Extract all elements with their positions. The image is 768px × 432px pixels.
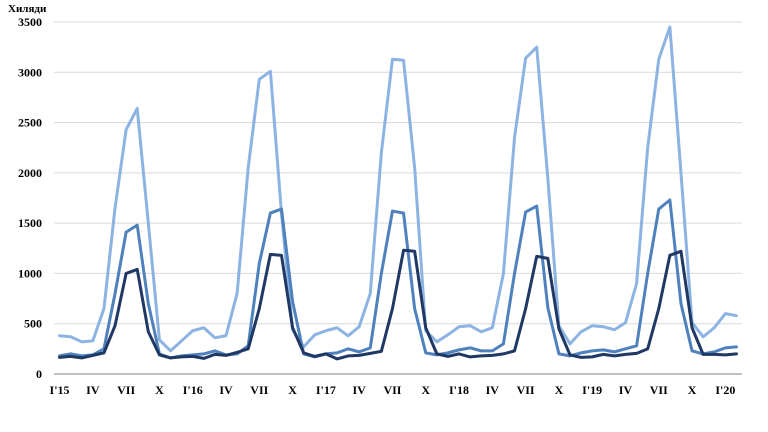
x-tick-label: IV [352,383,366,397]
x-tick-label: IV [86,383,100,397]
x-tick-label: I'16 [183,383,203,397]
x-tick-label: X [688,383,697,397]
x-axis-tick-labels: I'15 IV VII X I'16 IV VII X I'17 IV VII X I'18 IV VII X… [50,383,736,397]
y-tick-label: 1500 [18,216,42,230]
x-tick-label: VII [117,383,135,397]
y-axis-tick-labels: 0 500 1000 1500 2000 2500 3000 3500 [18,15,42,381]
x-tick-label: VII [650,383,668,397]
x-tick-label: VII [517,383,535,397]
series-line-1 [58,25,738,353]
x-tick-label: IV [219,383,233,397]
y-tick-label: 3500 [18,15,42,29]
x-tick-label: I'17 [316,383,336,397]
x-tick-label: X [288,383,297,397]
y-tick-label: 500 [24,317,42,331]
x-tick-label: IV [486,383,500,397]
x-tick-label: X [421,383,430,397]
y-axis-unit-label: Хиляди [8,3,47,15]
y-tick-label: 0 [36,367,42,381]
y-tick-label: 1000 [18,266,42,280]
y-tick-label: 3000 [18,65,42,79]
y-gridlines [54,21,742,325]
y-tick-label: 2000 [18,166,42,180]
x-tick-label: X [155,383,164,397]
series-lines [58,25,738,361]
x-tick-label: VII [383,383,401,397]
x-tick-label: X [555,383,564,397]
x-tick-label: I'19 [582,383,602,397]
series-line-3 [58,248,738,361]
x-tick-label: I'20 [715,383,735,397]
x-tick-label: I'18 [449,383,469,397]
y-tick-label: 2500 [18,116,42,130]
x-tick-label: IV [619,383,633,397]
x-tick-label: I'15 [50,383,70,397]
x-tick-label: VII [250,383,268,397]
